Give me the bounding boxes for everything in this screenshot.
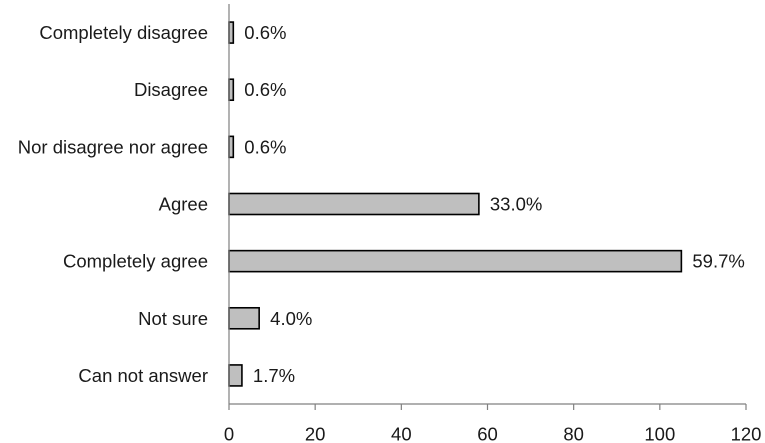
- category-label: Completely disagree: [39, 22, 208, 43]
- category-label: Completely agree: [63, 251, 208, 272]
- bar: [228, 135, 235, 159]
- x-tick-label: 80: [563, 424, 584, 443]
- x-tick-label: 100: [644, 424, 675, 443]
- bar: [228, 364, 243, 387]
- data-label: 59.7%: [692, 251, 744, 272]
- category-label: Can not answer: [78, 365, 208, 386]
- x-tick-label: 60: [477, 424, 498, 443]
- data-label: 1.7%: [253, 365, 295, 386]
- data-label: 0.6%: [244, 136, 286, 157]
- data-label: 0.6%: [244, 22, 286, 43]
- bar: [228, 78, 235, 102]
- bar: [228, 306, 260, 330]
- data-labels-group: 0.6% 0.6% 0.6% 33.0% 59.7% 4.0% 1.7%: [244, 22, 745, 386]
- bar: [228, 192, 480, 216]
- data-label: 4.0%: [270, 308, 312, 329]
- category-label: Agree: [159, 194, 208, 215]
- x-tick-label: 20: [305, 424, 326, 443]
- category-labels-group: Completely disagree Disagree Nor disagree …: [18, 22, 208, 386]
- data-label: 33.0%: [490, 194, 542, 215]
- category-label: Not sure: [138, 308, 208, 329]
- bars-group: [228, 21, 683, 387]
- axes-group: 0 20 40 60 80 100 120: [224, 4, 762, 443]
- x-tick-label: 0: [224, 424, 234, 443]
- bar: [228, 249, 683, 273]
- data-label: 0.6%: [244, 79, 286, 100]
- x-tick-label: 120: [731, 424, 762, 443]
- category-label: Nor disagree nor agree: [18, 136, 208, 157]
- bar: [228, 21, 235, 44]
- x-tick-label: 40: [391, 424, 412, 443]
- category-label: Disagree: [134, 79, 208, 100]
